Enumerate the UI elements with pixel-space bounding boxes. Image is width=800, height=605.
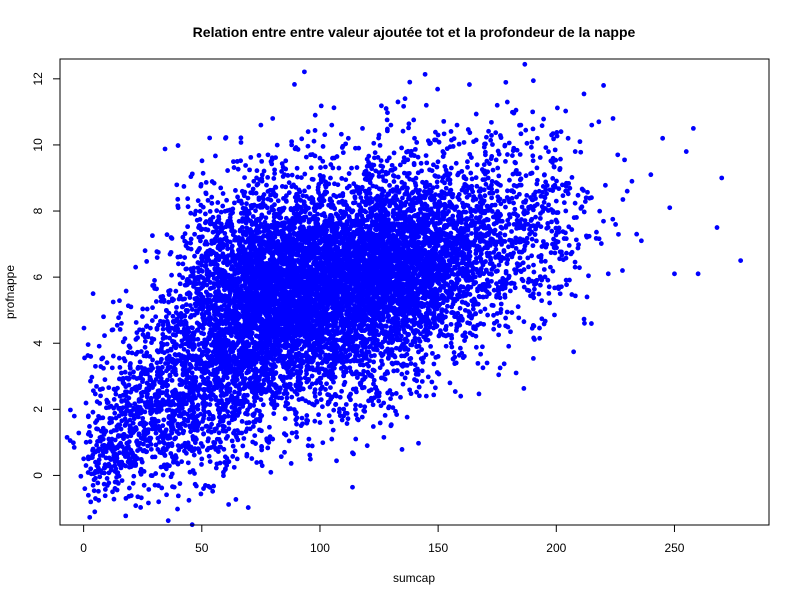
data-point <box>385 390 391 396</box>
data-point <box>221 260 226 266</box>
data-point <box>278 454 284 460</box>
data-point <box>408 356 414 361</box>
data-point <box>351 200 356 206</box>
data-point <box>275 198 281 204</box>
data-point <box>457 345 463 351</box>
data-point <box>213 153 218 159</box>
data-point <box>408 391 414 397</box>
data-point <box>199 158 205 164</box>
data-point <box>267 424 272 430</box>
chart-title: Relation entre entre valeur ajoutée tot … <box>193 24 636 40</box>
data-point <box>153 299 159 304</box>
data-point <box>291 211 297 217</box>
data-point <box>303 154 309 160</box>
data-point <box>289 172 295 178</box>
data-point <box>372 150 378 156</box>
data-point <box>431 361 437 367</box>
plot-area <box>64 61 744 528</box>
data-point <box>406 121 412 127</box>
data-point <box>406 170 412 176</box>
data-point <box>293 333 298 339</box>
data-point <box>295 174 300 180</box>
data-point <box>391 179 397 184</box>
data-point <box>387 183 392 188</box>
data-point <box>419 379 425 384</box>
data-point <box>416 384 422 390</box>
data-point <box>294 165 300 171</box>
data-point <box>469 231 474 236</box>
data-point <box>318 386 324 392</box>
data-point <box>386 313 392 319</box>
data-point <box>370 402 376 408</box>
data-point <box>507 288 513 294</box>
data-point <box>367 331 373 337</box>
data-point <box>451 350 457 355</box>
data-point <box>340 150 346 156</box>
data-point <box>386 355 391 360</box>
data-point <box>480 344 485 350</box>
data-point <box>432 385 438 391</box>
data-point <box>304 420 310 426</box>
data-point <box>384 324 389 329</box>
data-point <box>220 203 226 209</box>
data-point <box>305 343 311 348</box>
data-point <box>489 278 494 284</box>
data-point <box>353 353 358 359</box>
data-point <box>286 438 292 444</box>
data-point <box>284 395 290 401</box>
data-point <box>414 140 420 145</box>
data-point <box>351 181 357 187</box>
data-point <box>308 165 314 171</box>
data-point <box>429 379 435 385</box>
data-point <box>346 171 352 176</box>
data-point <box>239 419 245 424</box>
data-point <box>443 308 449 313</box>
data-point <box>388 396 393 402</box>
data-point <box>448 321 454 327</box>
data-point <box>144 306 150 312</box>
data-point <box>482 306 488 312</box>
data-point <box>142 338 148 344</box>
data-point <box>341 406 347 412</box>
data-point <box>299 346 305 352</box>
data-point <box>173 288 179 294</box>
data-point <box>478 309 483 314</box>
data-point <box>264 312 270 318</box>
data-point <box>448 165 454 171</box>
data-point <box>358 403 363 409</box>
data-point <box>229 228 234 234</box>
data-point <box>320 287 326 293</box>
data-point <box>371 377 377 383</box>
data-point <box>421 303 427 309</box>
data-point <box>390 189 396 194</box>
data-point <box>354 375 360 381</box>
data-point <box>484 360 490 366</box>
data-point <box>390 232 396 238</box>
data-point <box>289 394 295 400</box>
data-point <box>202 220 208 226</box>
data-point <box>503 315 509 321</box>
data-point <box>400 381 406 387</box>
data-point <box>493 157 499 163</box>
data-point <box>271 176 277 181</box>
data-point <box>304 301 310 307</box>
data-point <box>371 359 377 365</box>
data-point <box>379 358 384 364</box>
data-point <box>319 360 325 366</box>
data-point <box>271 356 277 362</box>
data-point <box>279 169 285 174</box>
data-point <box>354 165 360 170</box>
data-point <box>264 182 269 188</box>
data-point <box>312 418 318 424</box>
data-point <box>293 319 299 325</box>
data-point <box>339 176 345 181</box>
data-point <box>354 358 360 364</box>
